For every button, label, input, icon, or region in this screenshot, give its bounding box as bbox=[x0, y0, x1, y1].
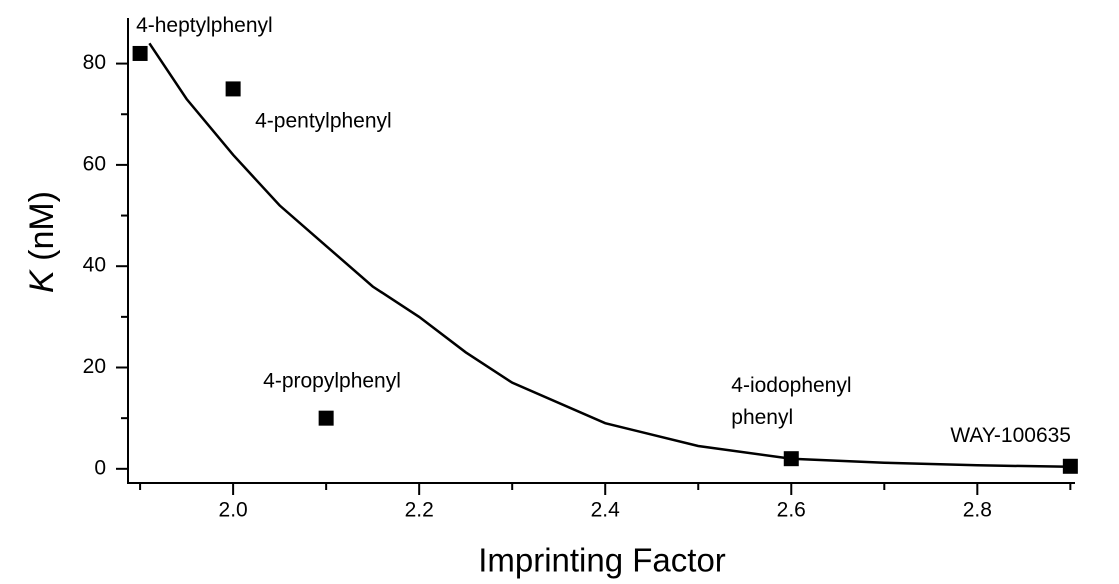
point-label: 4-propylphenyl bbox=[263, 370, 401, 393]
point-label: 4-iodophenyl bbox=[731, 374, 851, 397]
x-tick-label: 2.6 bbox=[777, 499, 806, 522]
point-label: WAY-100635 bbox=[950, 424, 1071, 447]
point-label: phenyl bbox=[731, 406, 793, 429]
data-point bbox=[318, 410, 334, 426]
y-axis-unit: (nM) bbox=[23, 191, 61, 261]
data-point bbox=[225, 81, 241, 97]
y-tick-label: 0 bbox=[94, 456, 106, 479]
x-tick-label: 2.4 bbox=[591, 499, 621, 522]
y-axis-symbol: K bbox=[23, 269, 61, 293]
x-tick-label: 2.8 bbox=[963, 499, 992, 522]
x-tick-label: 2.2 bbox=[405, 499, 434, 522]
data-point bbox=[132, 45, 148, 61]
y-tick-label: 20 bbox=[83, 355, 106, 378]
x-axis-label: Imprinting Factor bbox=[478, 542, 726, 579]
fit-curve bbox=[148, 42, 1071, 469]
point-label: 4-heptylphenyl bbox=[136, 14, 273, 37]
data-point bbox=[783, 451, 799, 467]
x-tick-label: 2.0 bbox=[219, 499, 248, 522]
y-tick-label: 40 bbox=[83, 254, 106, 277]
point-label: 4-pentylphenyl bbox=[255, 109, 392, 132]
y-axis-label: K (nM) bbox=[23, 191, 61, 293]
y-tick-label: 60 bbox=[83, 152, 106, 175]
y-tick-label: 80 bbox=[83, 51, 106, 74]
data-point bbox=[1062, 458, 1078, 474]
